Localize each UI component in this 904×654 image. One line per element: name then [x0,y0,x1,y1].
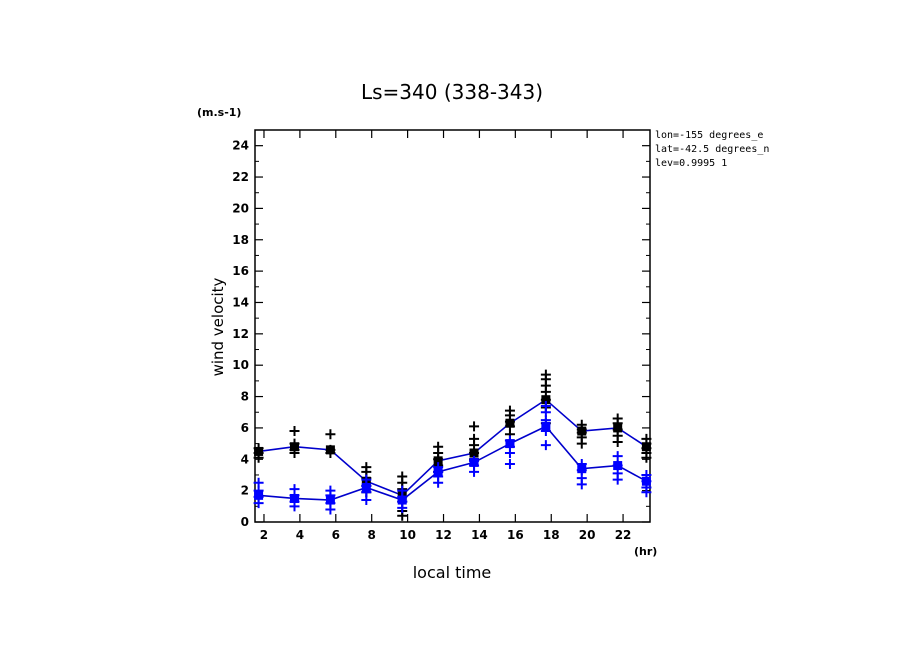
scatter-point [641,433,652,444]
scatter-point [325,485,336,496]
x-tick-label: 18 [543,528,560,542]
y-tick-label: 24 [232,139,249,153]
scatter-point [361,474,372,485]
info-lon: lon=-155 degrees_e [655,130,763,141]
mean-marker [433,467,443,477]
info-clip-mask [779,126,799,171]
mean-marker [613,461,623,471]
mean-marker [541,421,551,431]
x-tick-label: 12 [435,528,452,542]
scatter-point [397,471,408,482]
y-tick-label: 22 [232,170,249,184]
x-tick-label: 2 [260,528,268,542]
info-lev: lev=0.9995 1 [655,158,727,169]
x-tick-label: 20 [579,528,596,542]
mean-marker [577,464,587,474]
chart-title: Ls=340 (338-343) [361,80,543,104]
mean-marker [613,423,623,433]
scatter-point [361,462,372,473]
scatter-point [469,433,480,444]
series-line [258,425,647,501]
x-unit-label: (hr) [634,545,657,558]
y-tick-label: 0 [241,515,249,529]
x-tick-label: 10 [399,528,416,542]
mean-marker [641,476,651,486]
mean-marker [577,426,587,436]
x-axis-label: local time [413,563,492,582]
y-tick-label: 4 [241,452,249,466]
y-unit-label: (m.s-1) [197,106,241,119]
plot-frame [254,129,651,523]
scatter-point [612,451,623,462]
info-lat: lat=-42.5 degrees_n [655,144,769,155]
y-tick-label: 8 [241,390,249,404]
y-axis-label: wind velocity [209,277,227,376]
mean-marker [541,395,551,405]
scatter-point [504,458,515,469]
scatter-point [540,400,551,411]
mean-marker [433,456,443,466]
y-tick-label: 16 [232,264,249,278]
y-tick-label: 20 [232,201,249,215]
scatter-point [253,477,264,488]
mean-marker [397,495,407,505]
mean-marker [290,442,299,452]
y-tick-label: 18 [232,233,249,247]
x-tick-label: 6 [332,528,340,542]
x-tick-label: 14 [471,528,488,542]
y-tick-label: 6 [241,421,249,435]
x-tick-label: 4 [296,528,304,542]
scatter-point [612,413,623,424]
series-line [258,398,647,497]
scatter-point [325,429,336,440]
x-tick-label: 8 [368,528,376,542]
mean-marker [505,439,515,449]
scatter-point [289,484,300,495]
y-tick-label: 2 [241,484,249,498]
y-tick-label: 12 [232,327,249,341]
scatter-point [289,426,300,437]
mean-marker [641,442,651,452]
mean-marker [469,457,479,467]
mean-marker [325,445,335,455]
scatter-point [397,485,408,496]
scatter-point [433,441,444,452]
mean-marker [505,418,515,428]
mean-marker [290,493,299,503]
scatter-point [540,369,551,380]
mean-marker [254,446,264,456]
scatter-point [504,405,515,416]
x-tick-label: 22 [615,528,632,542]
x-tick-label: 16 [507,528,524,542]
mean-marker [361,483,371,493]
mean-marker [469,448,479,458]
scatter-point [540,440,551,451]
y-tick-label: 14 [232,295,249,309]
scatter-point [469,421,480,432]
y-tick-label: 10 [232,358,249,372]
mean-marker [325,495,335,505]
mean-marker [254,490,264,500]
